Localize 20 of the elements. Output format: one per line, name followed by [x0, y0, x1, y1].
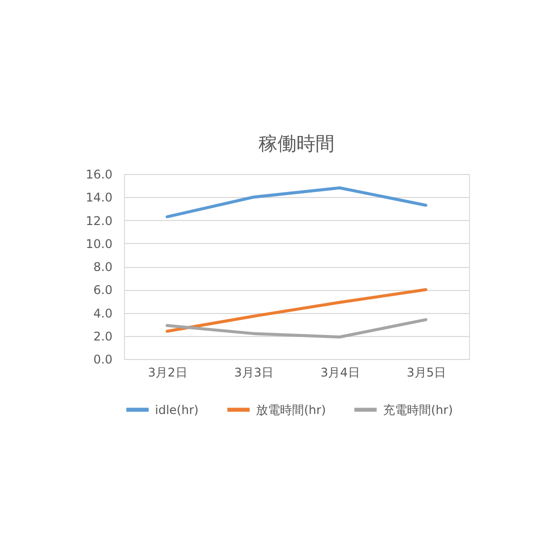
x-tick-label: 3月4日	[320, 366, 360, 380]
y-tick-label: 0.0	[93, 352, 112, 366]
line-series	[166, 186, 428, 218]
y-tick-label: 6.0	[93, 283, 112, 298]
x-tick-label: 3月3日	[234, 366, 274, 380]
x-tick-label: 3月2日	[148, 366, 188, 380]
y-tick-label: 4.0	[93, 306, 112, 320]
y-tick-label: 8.0	[93, 260, 112, 274]
x-tick-label: 3月5日	[406, 366, 446, 380]
y-tick-label: 2.0	[93, 329, 112, 344]
y-tick-label: 16.0	[86, 168, 112, 182]
y-tick-label: 10.0	[86, 236, 112, 251]
legend-label: 充電時間(hr)	[383, 402, 453, 417]
y-tick-label: 12.0	[86, 214, 112, 228]
chart-title: 稼働時間	[258, 133, 334, 155]
y-tick-label: 14.0	[86, 190, 112, 205]
legend-label: idle(hr)	[155, 402, 199, 417]
line-series	[166, 318, 428, 339]
legend-label: 放電時間(hr)	[256, 402, 326, 417]
line-series	[166, 288, 428, 333]
